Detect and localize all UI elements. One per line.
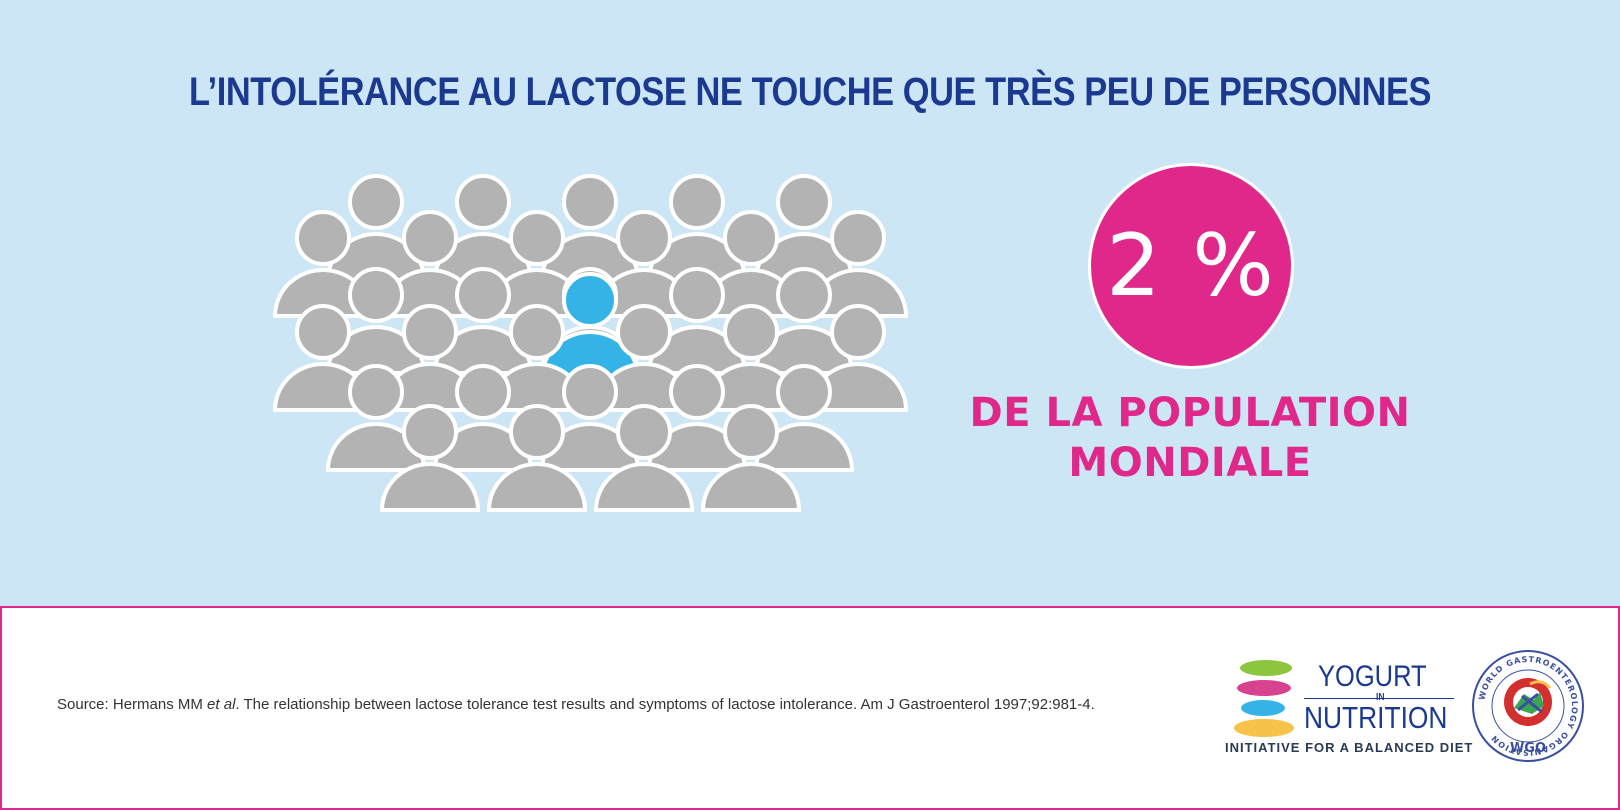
logo-word-yogurt: YOGURT (1318, 660, 1427, 693)
person-icon (753, 174, 855, 282)
person-icon (539, 364, 641, 472)
percentage-caption: DE LA POPULATION MONDIALE (940, 388, 1440, 488)
logo-word-in: IN (1376, 692, 1385, 703)
source-suffix: . The relationship between lactose toler… (235, 696, 1095, 713)
person-icon (379, 404, 481, 512)
person-icon (700, 404, 802, 512)
logo-word-nutrition: NUTRITION (1304, 700, 1448, 735)
person-icon (593, 404, 695, 512)
highlighted-person-icon (539, 272, 641, 380)
person-icon (753, 364, 855, 472)
crowd-illustration (272, 174, 909, 512)
person-icon (593, 210, 695, 318)
person-icon (432, 364, 534, 472)
person-icon (272, 304, 374, 412)
person-icon (646, 364, 748, 472)
infographic-panel: L’INTOLÉRANCE AU LACTOSE NE TOUCHE QUE T… (0, 0, 1620, 608)
person-icon (700, 210, 802, 318)
person-icon (432, 174, 534, 282)
person-icon (700, 304, 802, 412)
caption-line-2: MONDIALE (1068, 440, 1312, 486)
person-icon (753, 267, 855, 375)
seal-abbr: WGO (1510, 741, 1546, 756)
person-icon (807, 304, 909, 412)
source-prefix: Source: Hermans MM (57, 696, 208, 713)
person-icon (379, 304, 481, 412)
percentage-circle: 2 % (1088, 163, 1294, 369)
person-icon (539, 174, 641, 282)
logo-tagline: INITIATIVE FOR A BALANCED DIET (1225, 740, 1474, 755)
wgo-seal-icon: WORLD GASTROENTEROLOGY ORGANISATION WGO (1472, 650, 1584, 762)
percentage-value: 2 % (1106, 216, 1276, 316)
person-icon (486, 404, 588, 512)
stacked-discs-icon (1234, 660, 1294, 737)
source-citation: Source: Hermans MM et al. The relationsh… (57, 696, 1197, 713)
caption-line-1: DE LA POPULATION (969, 390, 1411, 436)
headline: L’INTOLÉRANCE AU LACTOSE NE TOUCHE QUE T… (188, 70, 1432, 114)
source-italic: et al (207, 696, 236, 713)
yogurt-in-nutrition-logo: YOGURT IN NUTRITION INITIATIVE FOR A BAL… (1225, 650, 1472, 760)
logo-rule (1304, 698, 1454, 699)
person-icon (593, 304, 695, 412)
person-icon (325, 364, 427, 472)
person-icon (272, 210, 374, 318)
